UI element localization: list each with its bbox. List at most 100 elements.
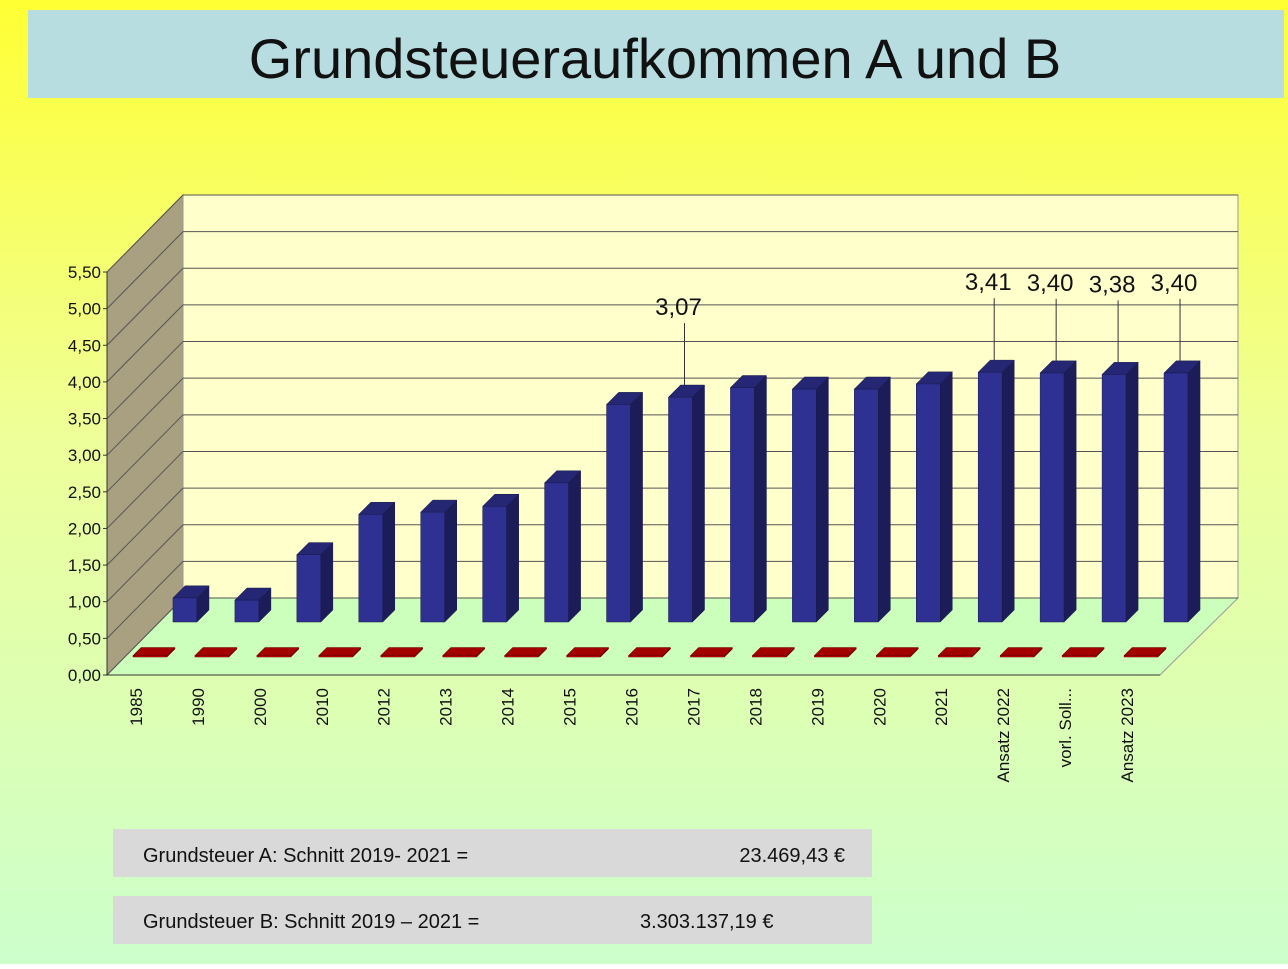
bar <box>605 391 644 623</box>
grid-line <box>106 231 184 309</box>
bar <box>256 646 300 658</box>
y-tick-label: 1,00 <box>68 593 101 612</box>
grid-line <box>106 524 184 603</box>
bar-face <box>420 511 445 623</box>
bar <box>318 646 362 658</box>
bar-top <box>853 376 891 390</box>
x-tick-label: 2021 <box>932 688 951 726</box>
y-tick-label: 4,50 <box>68 336 101 355</box>
bar-side <box>630 391 643 623</box>
bar-top <box>482 493 520 507</box>
bar-face <box>606 404 631 623</box>
bar <box>689 646 734 658</box>
bar-top <box>999 647 1043 656</box>
bar-face <box>1101 374 1127 623</box>
bar-top <box>1061 647 1105 656</box>
bar-top <box>689 647 734 656</box>
bar <box>234 587 272 623</box>
bar-top <box>1101 362 1139 375</box>
data-label: 3,41 <box>965 269 1012 296</box>
bar <box>358 501 396 623</box>
bar-side <box>940 371 953 623</box>
y-tick-label: 0,50 <box>68 629 101 648</box>
bar-top <box>256 647 300 656</box>
note-amount: 23.469,43 € <box>739 845 845 867</box>
bar-top <box>380 647 424 656</box>
bar-side <box>816 376 829 623</box>
bar-face <box>544 482 569 623</box>
bar-top <box>565 647 610 656</box>
bar-top <box>544 470 582 484</box>
bar <box>999 646 1043 658</box>
x-tick-label: 2000 <box>251 688 270 726</box>
grid-line <box>106 561 184 639</box>
bar <box>853 376 891 623</box>
bar <box>172 585 210 623</box>
bar-top <box>358 502 396 515</box>
bar-side <box>382 501 396 623</box>
bar-side <box>1063 360 1077 623</box>
y-tick-label: 3,00 <box>68 446 101 465</box>
bar <box>875 646 919 658</box>
y-tick-label: 4,00 <box>68 373 101 392</box>
bar <box>977 359 1015 623</box>
bar-face <box>1163 372 1189 623</box>
grid-line <box>106 451 184 529</box>
bar <box>667 384 706 623</box>
grid-line <box>106 341 184 419</box>
bar <box>420 499 458 623</box>
bar-side <box>1125 361 1139 623</box>
bar <box>504 646 548 658</box>
bar-side <box>1187 360 1201 623</box>
bar-top <box>194 647 238 656</box>
note: Grundsteuer B: Schnitt 2019 – 2021 = <box>143 911 479 933</box>
bar-face <box>296 554 322 623</box>
chart-title: Grundsteueraufkommen A und B <box>249 27 1062 90</box>
data-label: 3,40 <box>1027 270 1074 297</box>
x-tick-label: 2017 <box>684 688 703 726</box>
bar <box>1101 361 1139 623</box>
bar <box>380 646 424 658</box>
bar-top <box>1163 360 1201 374</box>
bar <box>791 376 829 623</box>
bar <box>1163 360 1201 623</box>
x-tick-label: 2018 <box>746 688 765 726</box>
note-box <box>113 896 872 944</box>
x-tick-label: vorl. Soll... <box>1056 688 1075 767</box>
x-tick-label: 2019 <box>808 688 827 726</box>
x-tick-label: 2012 <box>375 688 394 726</box>
bar-top <box>791 376 829 390</box>
bar-top <box>667 384 706 398</box>
bar-top <box>1123 647 1167 656</box>
y-tick-label: 2,50 <box>68 483 101 502</box>
bar-face <box>482 505 507 623</box>
bar-face <box>730 387 755 623</box>
bar-top <box>813 647 857 656</box>
bar-top <box>605 392 644 405</box>
bar-top <box>296 542 334 555</box>
bar-top <box>442 647 486 656</box>
bar <box>1123 646 1167 658</box>
y-tick-label: 2,00 <box>68 519 101 538</box>
bar <box>813 646 857 658</box>
bar-side <box>506 493 519 623</box>
bar-side <box>444 499 457 623</box>
bar <box>482 493 520 623</box>
x-tick-label: Ansatz 2023 <box>1118 688 1137 783</box>
bar-top <box>420 499 458 513</box>
bar <box>296 541 334 623</box>
x-tick-label: 2014 <box>499 688 518 726</box>
bar-side <box>320 541 334 623</box>
x-tick-label: 1990 <box>189 688 208 726</box>
bar-top <box>504 647 548 656</box>
bar-side <box>1001 359 1015 623</box>
grid-line <box>106 194 184 273</box>
bar <box>194 646 238 658</box>
bar-top <box>751 647 795 656</box>
grid-line <box>106 487 184 566</box>
bar-face <box>668 396 693 623</box>
grid-line <box>106 414 184 493</box>
data-label: 3,40 <box>1151 270 1198 297</box>
x-tick-label: 1985 <box>127 688 146 726</box>
